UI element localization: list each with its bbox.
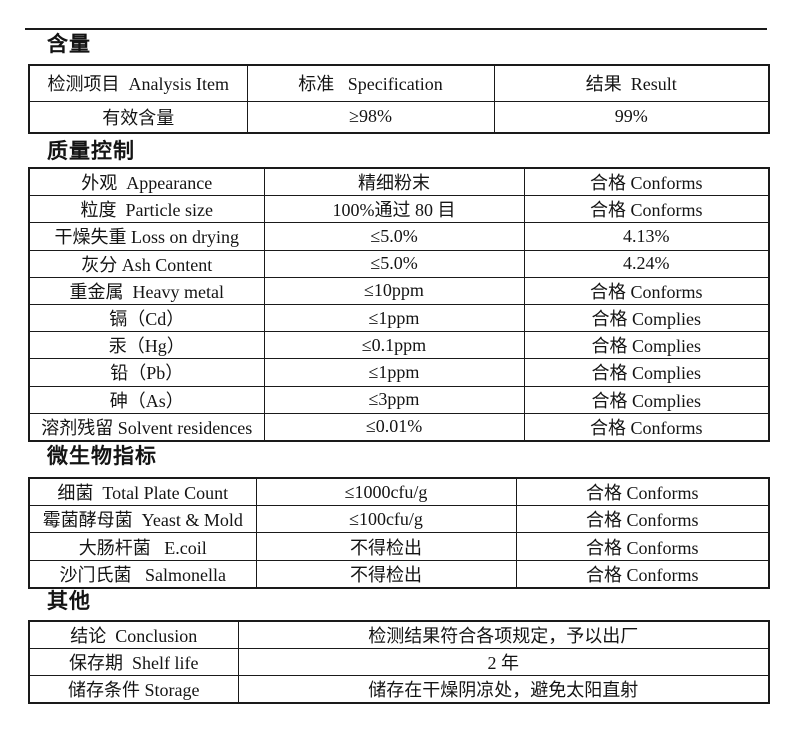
table-row: 外观 Appearance 精细粉末 合格 Conforms [28,167,770,197]
table-header-row: 检测项目 Analysis Item 标准 Specification 结果 R… [28,64,770,102]
spec-cell: 100%通过 80 目 [263,195,525,224]
result-cell: 合格 Conforms [523,276,770,305]
table-row: 铅（Pb） ≤1ppm 合格 Complies [28,358,770,387]
spec-cell: ≤1ppm [263,303,525,333]
result-cell: 99% [493,100,770,134]
item-cell: 灰分 Ash Content [28,249,265,278]
result-cell: 合格 Conforms [523,167,770,197]
spec-cell: ≤10ppm [263,276,525,305]
result-cell: 4.24% [523,249,770,278]
value-cell: 储存在干燥阴凉处，避免太阳直射 [237,675,770,704]
spec-cell: ≥98% [246,100,495,134]
item-cell: 细菌 Total Plate Count [28,477,257,507]
item-cell: 汞（Hg） [28,331,265,360]
item-cell: 结论 Conclusion [28,620,239,649]
top-horizontal-rule [25,28,767,30]
item-cell: 保存期 Shelf life [28,648,239,676]
spec-cell: ≤1000cfu/g [255,477,517,507]
table-row: 粒度 Particle size 100%通过 80 目 合格 Conforms [28,195,770,224]
table-row: 大肠杆菌 E.coil 不得检出 合格 Conforms [28,532,770,561]
section-heading-other: 其他 [47,589,91,613]
table-row: 砷（As） ≤3ppm 合格 Complies [28,385,770,414]
spec-cell: ≤1ppm [263,358,525,387]
result-cell: 合格 Conforms [515,532,770,561]
item-cell: 干燥失重 Loss on drying [28,222,265,251]
item-cell: 大肠杆菌 E.coil [28,532,257,561]
spec-cell: ≤0.1ppm [263,331,525,360]
spec-cell: ≤5.0% [263,222,525,251]
spec-cell: 不得检出 [255,559,517,589]
section-heading-quality-control: 质量控制 [47,139,135,163]
result-cell: 合格 Complies [523,303,770,333]
value-cell: 2 年 [237,648,770,676]
table-row: 霉菌酵母菌 Yeast & Mold ≤100cfu/g 合格 Conforms [28,505,770,534]
item-cell: 沙门氏菌 Salmonella [28,559,257,589]
result-header: 结果 Result [493,64,770,102]
table-row: 重金属 Heavy metal ≤10ppm 合格 Conforms [28,276,770,305]
value-cell: 检测结果符合各项规定，予以出厂 [237,620,770,649]
result-cell: 合格 Conforms [515,505,770,534]
spec-cell: ≤5.0% [263,249,525,278]
item-cell: 储存条件 Storage [28,675,239,704]
result-cell: 合格 Conforms [515,559,770,589]
spec-cell: 精细粉末 [263,167,525,197]
microbiological-table: 细菌 Total Plate Count ≤1000cfu/g 合格 Confo… [28,477,770,589]
result-cell: 合格 Complies [523,385,770,414]
table-row: 干燥失重 Loss on drying ≤5.0% 4.13% [28,222,770,251]
table-row: 有效含量 ≥98% 99% [28,100,770,134]
table-row: 汞（Hg） ≤0.1ppm 合格 Complies [28,331,770,360]
table-row: 溶剂残留 Solvent residences ≤0.01% 合格 Confor… [28,412,770,442]
content-table: 检测项目 Analysis Item 标准 Specification 结果 R… [28,64,770,134]
spec-cell: ≤3ppm [263,385,525,414]
result-cell: 合格 Complies [523,358,770,387]
spec-cell: ≤100cfu/g [255,505,517,534]
item-cell: 镉（Cd） [28,303,265,333]
section-heading-content: 含量 [47,32,91,56]
item-cell: 粒度 Particle size [28,195,265,224]
table-row: 沙门氏菌 Salmonella 不得检出 合格 Conforms [28,559,770,589]
item-cell: 溶剂残留 Solvent residences [28,412,265,442]
table-row: 细菌 Total Plate Count ≤1000cfu/g 合格 Confo… [28,477,770,507]
quality-control-table: 外观 Appearance 精细粉末 合格 Conforms 粒度 Partic… [28,167,770,442]
table-row: 镉（Cd） ≤1ppm 合格 Complies [28,303,770,333]
result-cell: 合格 Conforms [523,412,770,442]
table-row: 储存条件 Storage 储存在干燥阴凉处，避免太阳直射 [28,675,770,704]
table-row: 保存期 Shelf life 2 年 [28,648,770,676]
analysis-item-header: 检测项目 Analysis Item [28,64,248,102]
table-row: 结论 Conclusion 检测结果符合各项规定，予以出厂 [28,620,770,649]
result-cell: 合格 Conforms [523,195,770,224]
item-cell: 铅（Pb） [28,358,265,387]
spec-cell: 不得检出 [255,532,517,561]
item-cell: 霉菌酵母菌 Yeast & Mold [28,505,257,534]
section-heading-microbiological: 微生物指标 [47,444,157,468]
result-cell: 合格 Complies [523,331,770,360]
item-cell: 砷（As） [28,385,265,414]
item-cell: 有效含量 [28,100,248,134]
table-row: 灰分 Ash Content ≤5.0% 4.24% [28,249,770,278]
item-cell: 外观 Appearance [28,167,265,197]
result-cell: 合格 Conforms [515,477,770,507]
spec-cell: ≤0.01% [263,412,525,442]
other-table: 结论 Conclusion 检测结果符合各项规定，予以出厂 保存期 Shelf … [28,620,770,704]
result-cell: 4.13% [523,222,770,251]
specification-header: 标准 Specification [246,64,495,102]
item-cell: 重金属 Heavy metal [28,276,265,305]
